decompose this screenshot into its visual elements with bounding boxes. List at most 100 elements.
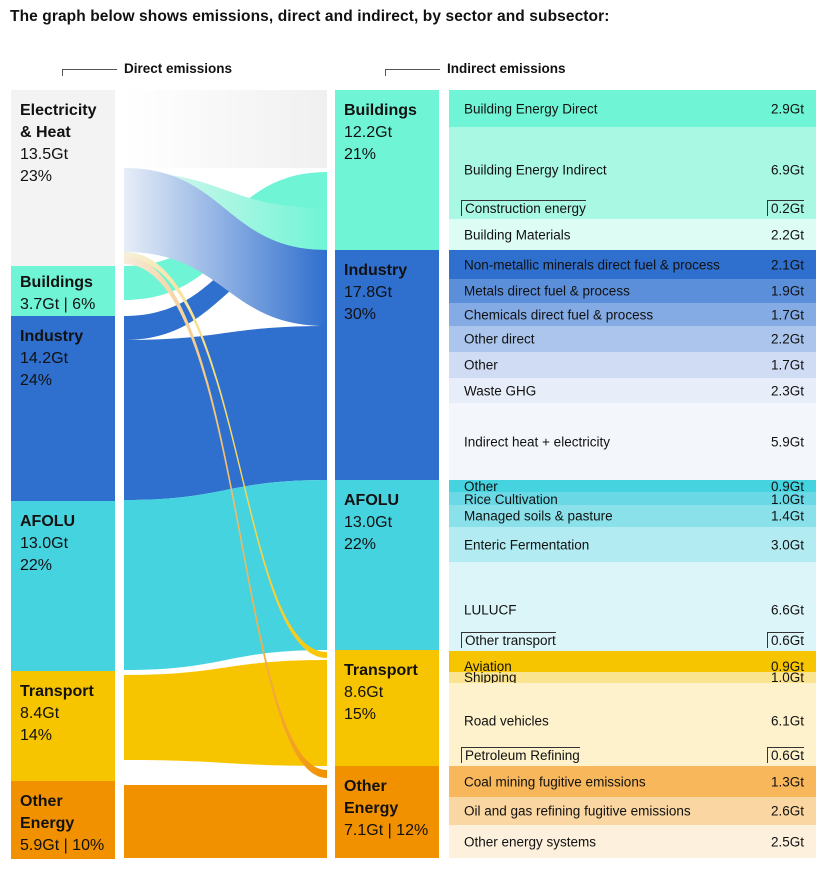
sector-name: Other Energy (20, 793, 75, 832)
subsector-label: Chemicals direct fuel & process (464, 307, 654, 322)
sector-name: Industry (344, 262, 408, 279)
subsector-value: 6.9Gt (770, 162, 804, 178)
subsector-row: Indirect heat + electricity 5.9Gt (449, 403, 816, 480)
subsector-row: Enteric Fermentation 3.0Gt (449, 527, 816, 562)
direct-sector-buildings: Buildings 3.7Gt | 6% (11, 266, 115, 316)
subsector-label: Shipping (464, 670, 517, 685)
subsector-label: Coal mining fugitive emissions (464, 774, 646, 789)
subsector-value: 0.9Gt (770, 659, 804, 674)
subsector-value: 6.6Gt (770, 602, 804, 618)
subsector-row: Building Energy Indirect 6.9Gt (449, 127, 816, 197)
subsector-row: Construction energy 0.2Gt (449, 197, 816, 219)
indirect-sector-afolu: AFOLU 13.0Gt 22% (335, 480, 439, 650)
direct-sector-other-energy: Other Energy 5.9Gt | 10% (11, 781, 115, 859)
sector-value: 7.1Gt | 12% (344, 822, 429, 839)
subsector-row: Metals direct fuel & process 1.9Gt (449, 279, 816, 303)
subsector-label: Rice Cultivation (464, 492, 558, 507)
sector-percent: 22% (20, 557, 53, 574)
subsector-row: Rice Cultivation 1.0Gt (449, 492, 816, 507)
flow-electricity-stub (124, 90, 327, 168)
subsector-row: Other transport 0.6Gt (449, 631, 816, 651)
indirect-emissions-header: Indirect emissions (385, 61, 566, 76)
flow-electricity-to-industry (124, 168, 327, 326)
subsector-label: Building Energy Direct (464, 101, 598, 116)
subsector-row: Non-metallic minerals direct fuel & proc… (449, 250, 816, 279)
sector-value: 17.8Gt (344, 284, 393, 301)
subsector-value: 2.5Gt (770, 834, 804, 849)
subsector-row: Other direct 2.2Gt (449, 326, 816, 352)
subsector-label: Indirect heat + electricity (464, 434, 610, 449)
subsector-row: LULUCF 6.6Gt (449, 562, 816, 631)
subsector-label: Building Energy Indirect (464, 162, 607, 178)
sector-name: AFOLU (20, 513, 76, 530)
subsector-label: Managed soils & pasture (464, 508, 613, 524)
subsector-label: Petroleum Refining (461, 747, 580, 763)
sector-value: 13.0Gt (20, 535, 69, 552)
header-bracket (62, 69, 117, 76)
subsector-value: 2.1Gt (770, 257, 804, 272)
header-bracket (385, 69, 440, 76)
sector-value: 3.7Gt | 6% (20, 296, 96, 313)
subsector-row: Petroleum Refining 0.6Gt (449, 747, 816, 766)
sector-value: 14.2Gt (20, 350, 69, 367)
subsector-value: 0.9Gt (770, 479, 804, 494)
subsector-label: Road vehicles (464, 713, 549, 729)
indirect-emissions-label: Indirect emissions (447, 61, 566, 76)
sector-name: Buildings (20, 274, 93, 291)
direct-sector-industry: Industry 14.2Gt 24% (11, 316, 115, 501)
sector-name: Buildings (344, 102, 417, 119)
subsector-value: 1.9Gt (770, 283, 804, 299)
subsector-value: 3.0Gt (770, 537, 804, 552)
subsector-value: 1.0Gt (770, 492, 804, 507)
subsector-label: Oil and gas refining fugitive emissions (464, 803, 691, 819)
subsector-label: Other direct (464, 331, 535, 347)
subsector-row: Other 1.7Gt (449, 352, 816, 378)
subsector-row: Shipping 1.0Gt (449, 670, 816, 685)
subsector-row: Building Materials 2.2Gt (449, 219, 816, 250)
subsector-label: Enteric Fermentation (464, 537, 590, 552)
subsector-value: 0.6Gt (766, 632, 804, 648)
subsector-label: Other (464, 357, 498, 373)
sector-percent: 22% (344, 536, 377, 553)
indirect-sector-buildings: Buildings 12.2Gt 21% (335, 90, 439, 250)
direct-sector-afolu: AFOLU 13.0Gt 22% (11, 501, 115, 671)
subsector-value: 2.3Gt (770, 383, 804, 398)
subsector-row: Waste GHG 2.3Gt (449, 378, 816, 403)
subsector-value: 5.9Gt (770, 434, 804, 449)
sector-name: Industry (20, 328, 84, 345)
sector-percent: 24% (20, 372, 53, 389)
flow-afolu (124, 480, 327, 670)
subsector-value: 2.2Gt (770, 331, 804, 347)
sector-value: 12.2Gt (344, 124, 393, 141)
subsector-label: Construction energy (461, 200, 586, 216)
sector-value: 5.9Gt | 10% (20, 837, 105, 854)
subsector-label: Other transport (461, 632, 556, 648)
subsector-row: Managed soils & pasture 1.4Gt (449, 505, 816, 527)
sector-name: AFOLU (344, 492, 400, 509)
sector-value: 13.5Gt (20, 146, 69, 163)
sector-percent: 14% (20, 727, 53, 744)
subsector-label: Building Materials (464, 227, 571, 242)
subsector-value: 2.9Gt (770, 101, 804, 116)
subsector-label: Metals direct fuel & process (464, 283, 630, 299)
subsector-row: Other energy systems 2.5Gt (449, 825, 816, 858)
subsector-label: Other energy systems (464, 834, 597, 849)
subsector-row: Other 0.9Gt (449, 479, 816, 494)
subsector-value: 2.6Gt (770, 803, 804, 819)
subsector-label: Other (464, 479, 498, 494)
subsector-value: 0.2Gt (766, 200, 804, 216)
sector-name: Other Energy (344, 778, 399, 817)
subsector-label: LULUCF (464, 602, 517, 618)
sector-percent: 30% (344, 306, 377, 323)
subsector-row: Road vehicles 6.1Gt (449, 683, 816, 749)
sector-value: 8.6Gt (344, 684, 384, 701)
subsector-value: 1.7Gt (770, 307, 804, 322)
sector-value: 8.4Gt (20, 705, 60, 722)
subsector-value: 1.3Gt (770, 774, 804, 789)
direct-emissions-header: Direct emissions (62, 61, 232, 76)
sector-name: Transport (20, 683, 94, 700)
sector-name: Transport (344, 662, 418, 679)
subsector-value: 6.1Gt (770, 713, 804, 729)
subsector-row: Building Energy Direct 2.9Gt (449, 90, 816, 127)
sector-value: 13.0Gt (344, 514, 393, 531)
